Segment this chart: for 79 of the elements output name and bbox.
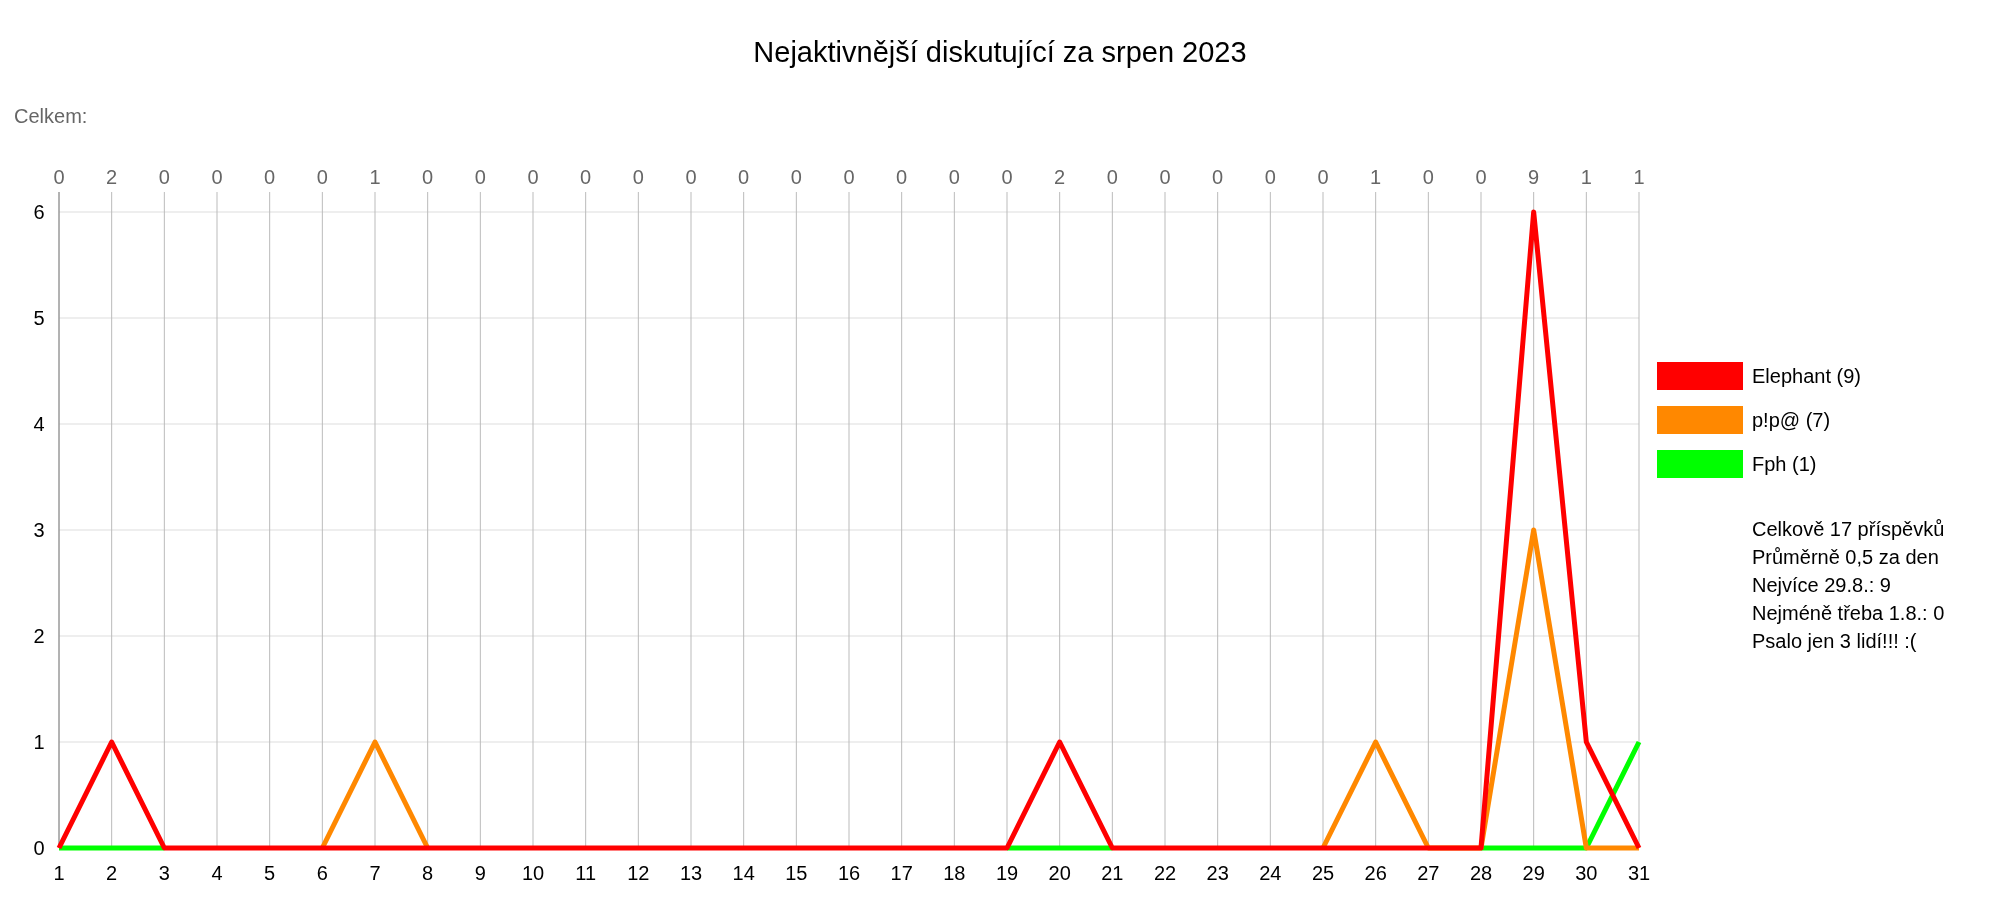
text: 0	[1212, 166, 1224, 188]
x-tick-label: 14	[732, 862, 755, 884]
text: 0	[1475, 166, 1487, 188]
x-tick-label: 11	[575, 862, 597, 884]
x-tick-label: 20	[1048, 862, 1071, 884]
text: Celkem:	[14, 105, 88, 127]
x-tick-label: 12	[627, 862, 650, 884]
x-tick-label: 25	[1311, 862, 1335, 884]
text: 1	[1580, 166, 1592, 188]
x-tick-label: 31	[1627, 862, 1651, 884]
text: 0	[632, 166, 644, 188]
text: 2	[106, 166, 118, 188]
x-tick-label: 15	[785, 862, 808, 884]
x-tick-label: 2	[106, 862, 118, 884]
text: 0	[264, 166, 276, 188]
y-tick-label: 4	[33, 413, 45, 435]
text: 0	[685, 166, 697, 188]
text: 0	[1422, 166, 1434, 188]
x-tick-label: 8	[422, 862, 434, 884]
x-tick-label: 13	[679, 862, 703, 884]
x-tick-label: 17	[890, 862, 913, 884]
text: Nejméně třeba 1.8.: 0	[1752, 602, 1945, 624]
x-tick-label: 18	[943, 862, 966, 884]
x-tick-label: 19	[995, 862, 1019, 884]
text: Celkově 17 příspěvků	[1752, 518, 1945, 540]
text: 0	[422, 166, 434, 188]
text: 1	[1633, 166, 1645, 188]
text: 0	[1264, 166, 1276, 188]
x-tick-label: 28	[1469, 862, 1493, 884]
text: 0	[1159, 166, 1171, 188]
text: Psalo jen 3 lidí!!! :(	[1752, 630, 1917, 652]
y-tick-label: 5	[33, 307, 45, 329]
text: 0	[1317, 166, 1329, 188]
x-tick-label: 27	[1417, 862, 1440, 884]
text: 0	[580, 166, 592, 188]
text: 0	[158, 166, 170, 188]
x-tick-label: 23	[1206, 862, 1229, 884]
text: 1	[369, 166, 381, 188]
text: 0	[316, 166, 328, 188]
y-tick-label: 6	[33, 201, 45, 223]
x-tick-label: 29	[1522, 862, 1545, 884]
text: 0	[948, 166, 960, 188]
x-tick-label: 1	[53, 862, 65, 884]
y-tick-label: 0	[33, 837, 45, 859]
x-tick-label: 6	[316, 862, 328, 884]
x-tick-label: 26	[1364, 862, 1387, 884]
text: 0	[1001, 166, 1013, 188]
y-tick-label: 3	[33, 519, 45, 541]
y-tick-label: 1	[33, 731, 45, 753]
x-tick-label: 30	[1575, 862, 1598, 884]
x-tick-label: 10	[521, 862, 545, 884]
x-tick-label: 5	[264, 862, 276, 884]
text: 2	[1054, 166, 1066, 188]
legend-label: Elephant (9)	[1752, 365, 1861, 387]
x-tick-label: 7	[369, 862, 381, 884]
text: Průměrně 0,5 za den	[1752, 546, 1939, 568]
text: 0	[843, 166, 855, 188]
text: 0	[790, 166, 802, 188]
text: 0	[53, 166, 65, 188]
text: 0	[896, 166, 908, 188]
x-tick-label: 22	[1153, 862, 1177, 884]
text: 0	[738, 166, 750, 188]
text: 1	[1370, 166, 1382, 188]
text: 9	[1528, 166, 1540, 188]
text: Nejvíce 29.8.: 9	[1752, 574, 1891, 596]
y-tick-label: 2	[33, 625, 45, 647]
x-tick-label: 21	[1101, 862, 1124, 884]
text: 0	[211, 166, 223, 188]
x-tick-label: 24	[1259, 862, 1282, 884]
chart-title: Nejaktivnější diskutující za srpen 2023	[753, 36, 1247, 68]
x-tick-label: 4	[211, 862, 223, 884]
text: 0	[527, 166, 539, 188]
x-tick-label: 16	[837, 862, 861, 884]
legend-label: Fph (1)	[1752, 453, 1817, 475]
x-tick-label: 9	[474, 862, 486, 884]
x-tick-label: 3	[158, 862, 170, 884]
text: 0	[474, 166, 486, 188]
text: 0	[1106, 166, 1118, 188]
legend-label: p!p@ (7)	[1752, 409, 1831, 431]
